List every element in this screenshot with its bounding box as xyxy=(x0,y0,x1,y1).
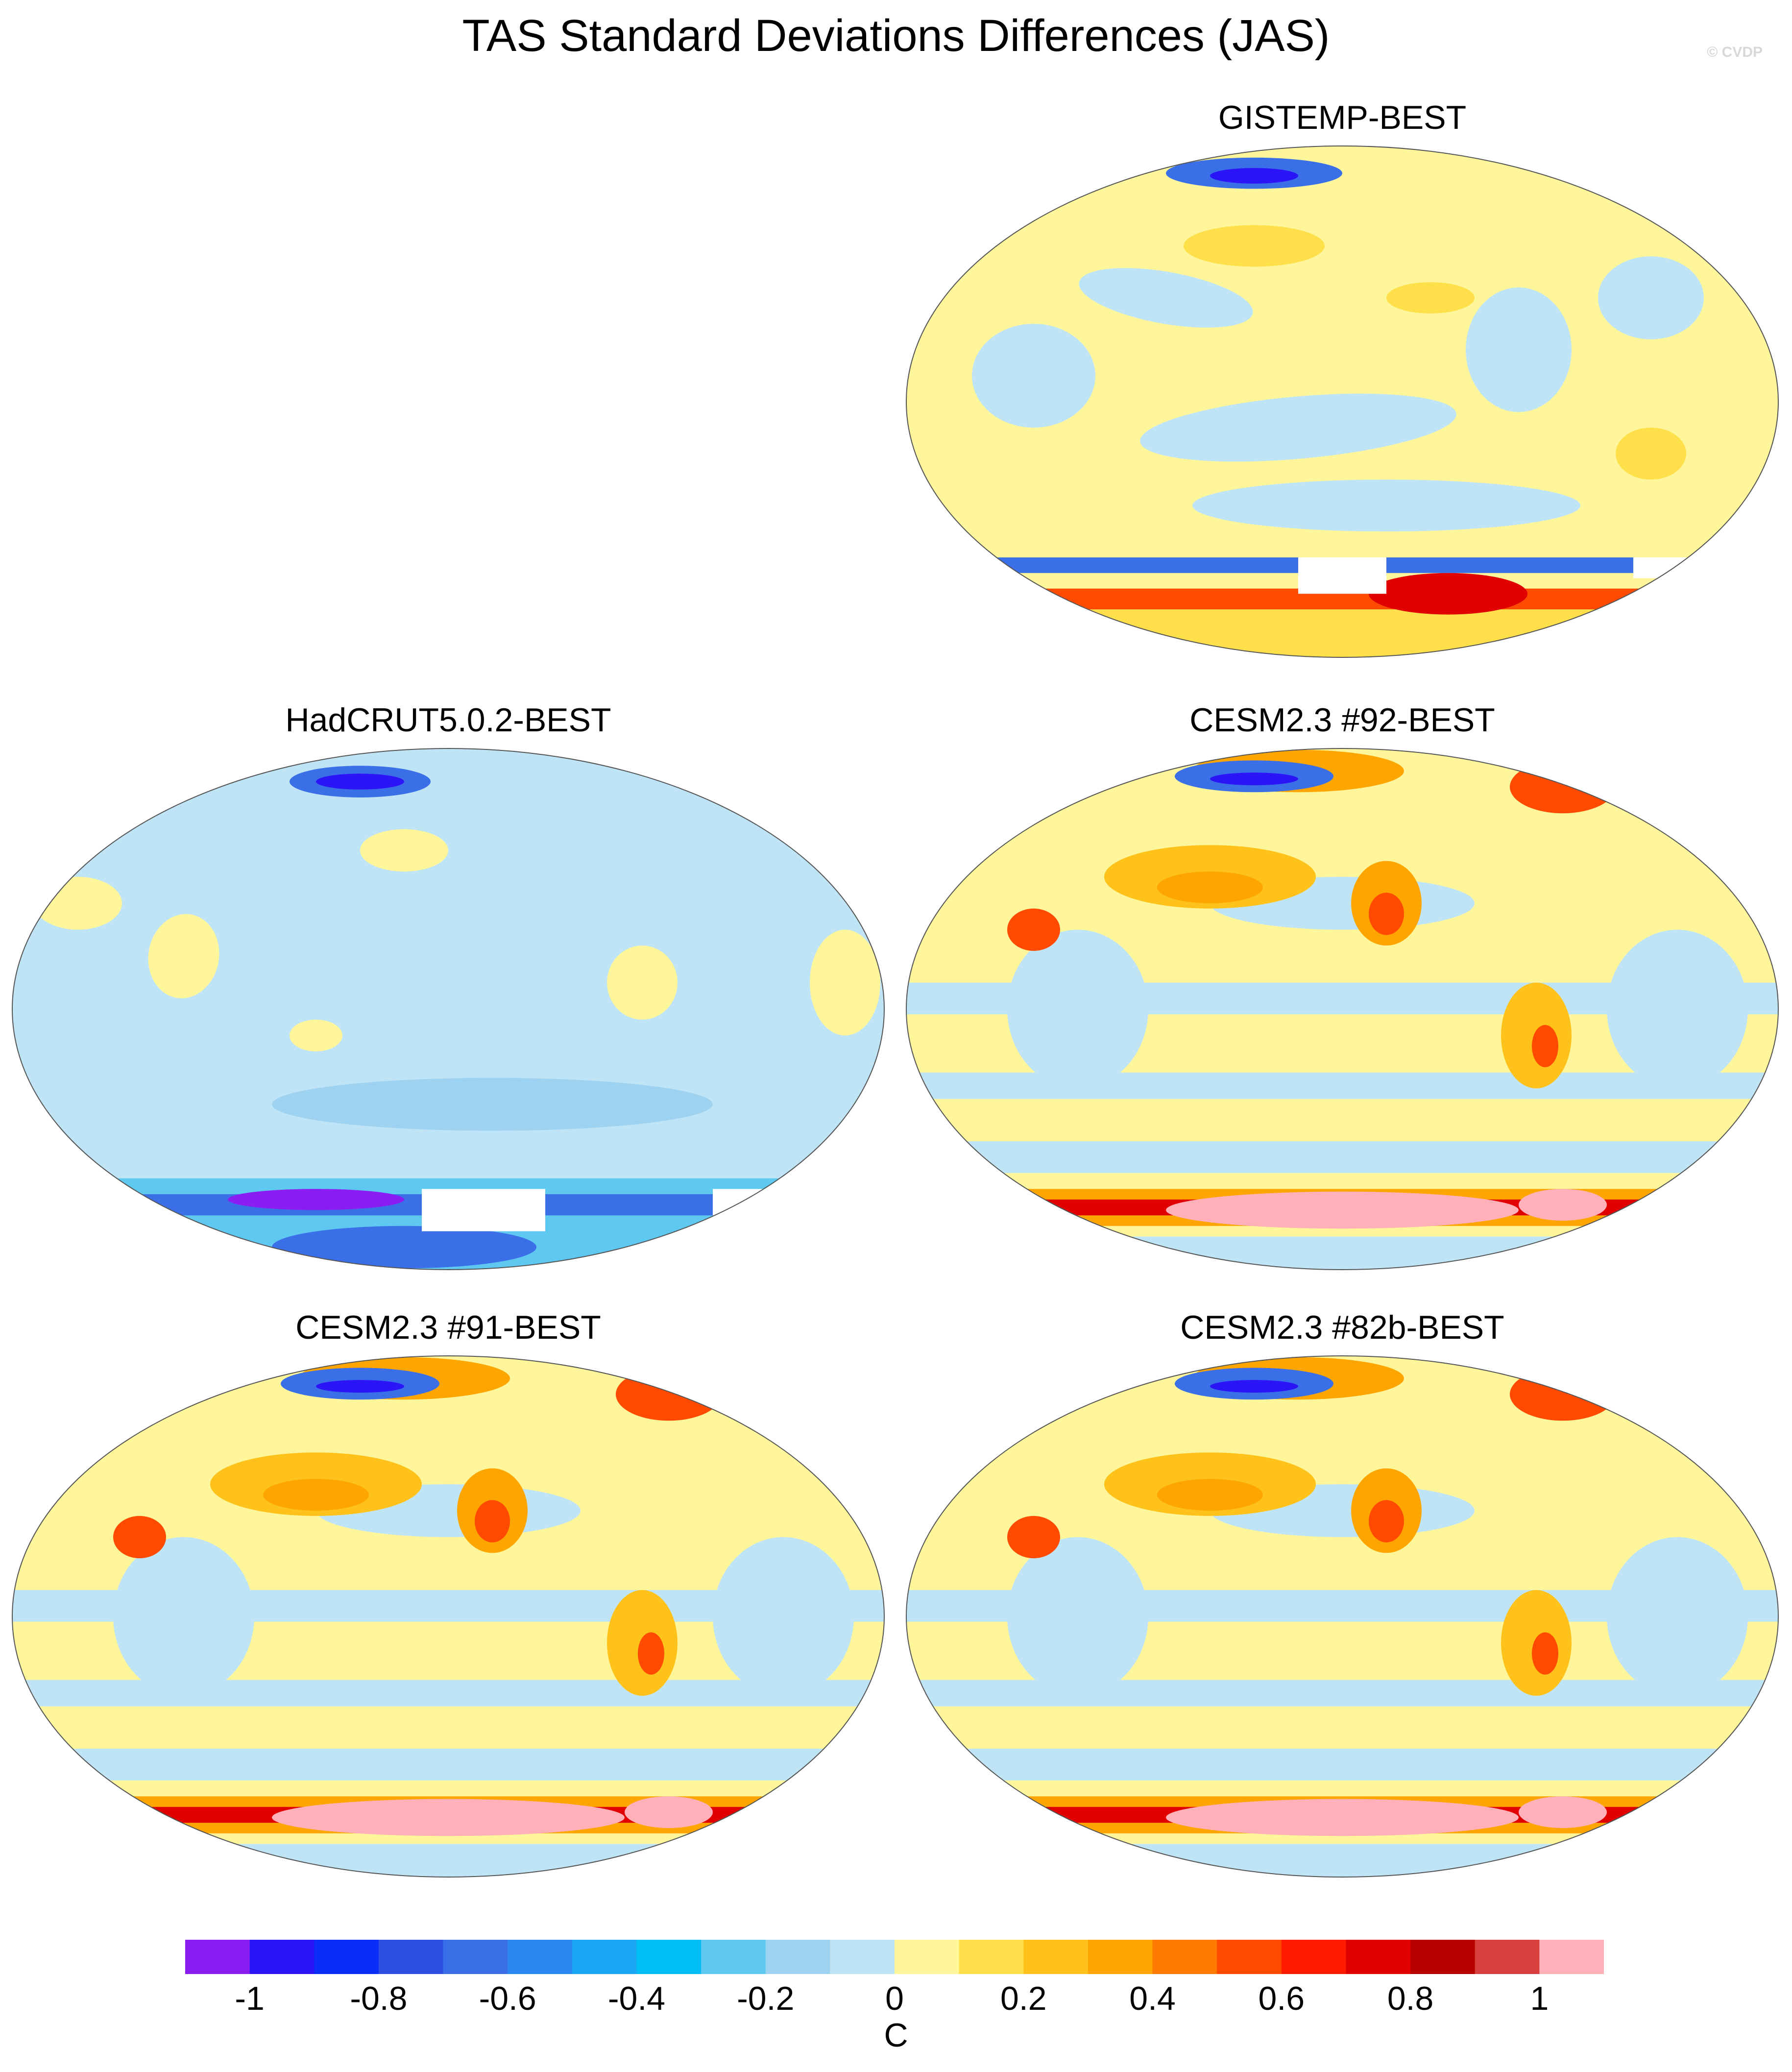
colorbar-units: C xyxy=(884,2017,908,2054)
colorbar-swatch xyxy=(1023,1940,1089,1974)
panel-title: CESM2.3 #82b-BEST xyxy=(1180,1309,1504,1346)
colorbar-swatch xyxy=(443,1940,508,1974)
colorbar-swatch xyxy=(765,1940,830,1974)
colorbar-tick-labels: -1 -0.8 -0.6 -0.4 -0.2 0 0.2 0.4 0.6 0.8 1 xyxy=(185,1979,1604,2018)
colorbar-swatch xyxy=(1088,1940,1153,1974)
colorbar-swatch xyxy=(1281,1940,1346,1974)
colorbar-swatch xyxy=(314,1940,379,1974)
colorbar xyxy=(185,1940,1604,1974)
colorbar-swatch xyxy=(1217,1940,1282,1974)
colorbar-tick-label: -0.4 xyxy=(607,1980,666,2017)
map-panel-gistemp: GISTEMP-BEST xyxy=(901,98,1783,661)
colorbar-tick-label: -0.6 xyxy=(479,1980,536,2017)
colorbar-tick-label: -0.8 xyxy=(350,1980,408,2017)
colorbar-swatch xyxy=(895,1940,960,1974)
map-panel-cesm82b: CESM2.3 #82b-BEST xyxy=(901,1308,1783,1886)
colorbar-swatch xyxy=(572,1940,637,1974)
colorbar-tick-label: 0.2 xyxy=(1000,1980,1047,2017)
map-panel-cesm92: CESM2.3 #92-BEST xyxy=(901,700,1783,1278)
map-panel-hadcrut: HadCRUT5.0.2-BEST xyxy=(7,700,889,1278)
figure-title: TAS Standard Deviations Differences (JAS… xyxy=(462,11,1330,61)
colorbar-swatch xyxy=(1410,1940,1476,1974)
colorbar-swatch xyxy=(830,1940,895,1974)
colorbar-tick-label: 0.4 xyxy=(1129,1980,1176,2017)
watermark: © CVDP xyxy=(1707,44,1763,60)
colorbar-swatch xyxy=(185,1940,250,1974)
colorbar-swatch xyxy=(378,1940,444,1974)
colorbar-swatch xyxy=(1475,1940,1540,1974)
map-plot xyxy=(12,748,885,1270)
colorbar-tick-label: -0.2 xyxy=(737,1980,795,2017)
colorbar-tick-label: 1 xyxy=(1530,1980,1549,2017)
colorbar-swatch xyxy=(959,1940,1024,1974)
map-plot xyxy=(906,1355,1779,1878)
colorbar-swatch xyxy=(508,1940,573,1974)
map-plot xyxy=(906,145,1779,658)
panel-title: CESM2.3 #92-BEST xyxy=(1189,701,1495,739)
colorbar-tick-label: 0.8 xyxy=(1387,1980,1434,2017)
map-plot xyxy=(906,748,1779,1270)
colorbar-swatch xyxy=(1539,1940,1604,1974)
map-plot xyxy=(12,1355,885,1878)
panel-title: HadCRUT5.0.2-BEST xyxy=(285,701,611,739)
panel-title: CESM2.3 #91-BEST xyxy=(295,1309,601,1346)
colorbar-swatch xyxy=(1346,1940,1411,1974)
colorbar-swatch xyxy=(636,1940,702,1974)
colorbar-tick-label: -1 xyxy=(235,1980,265,2017)
colorbar-swatch xyxy=(249,1940,315,1974)
colorbar-swatch xyxy=(1152,1940,1217,1974)
colorbar-swatch xyxy=(701,1940,766,1974)
colorbar-tick-label: 0 xyxy=(885,1980,904,2017)
colorbar-tick-label: 0.6 xyxy=(1258,1980,1305,2017)
map-panel-cesm91: CESM2.3 #91-BEST xyxy=(7,1308,889,1886)
panel-title: GISTEMP-BEST xyxy=(1218,99,1467,136)
